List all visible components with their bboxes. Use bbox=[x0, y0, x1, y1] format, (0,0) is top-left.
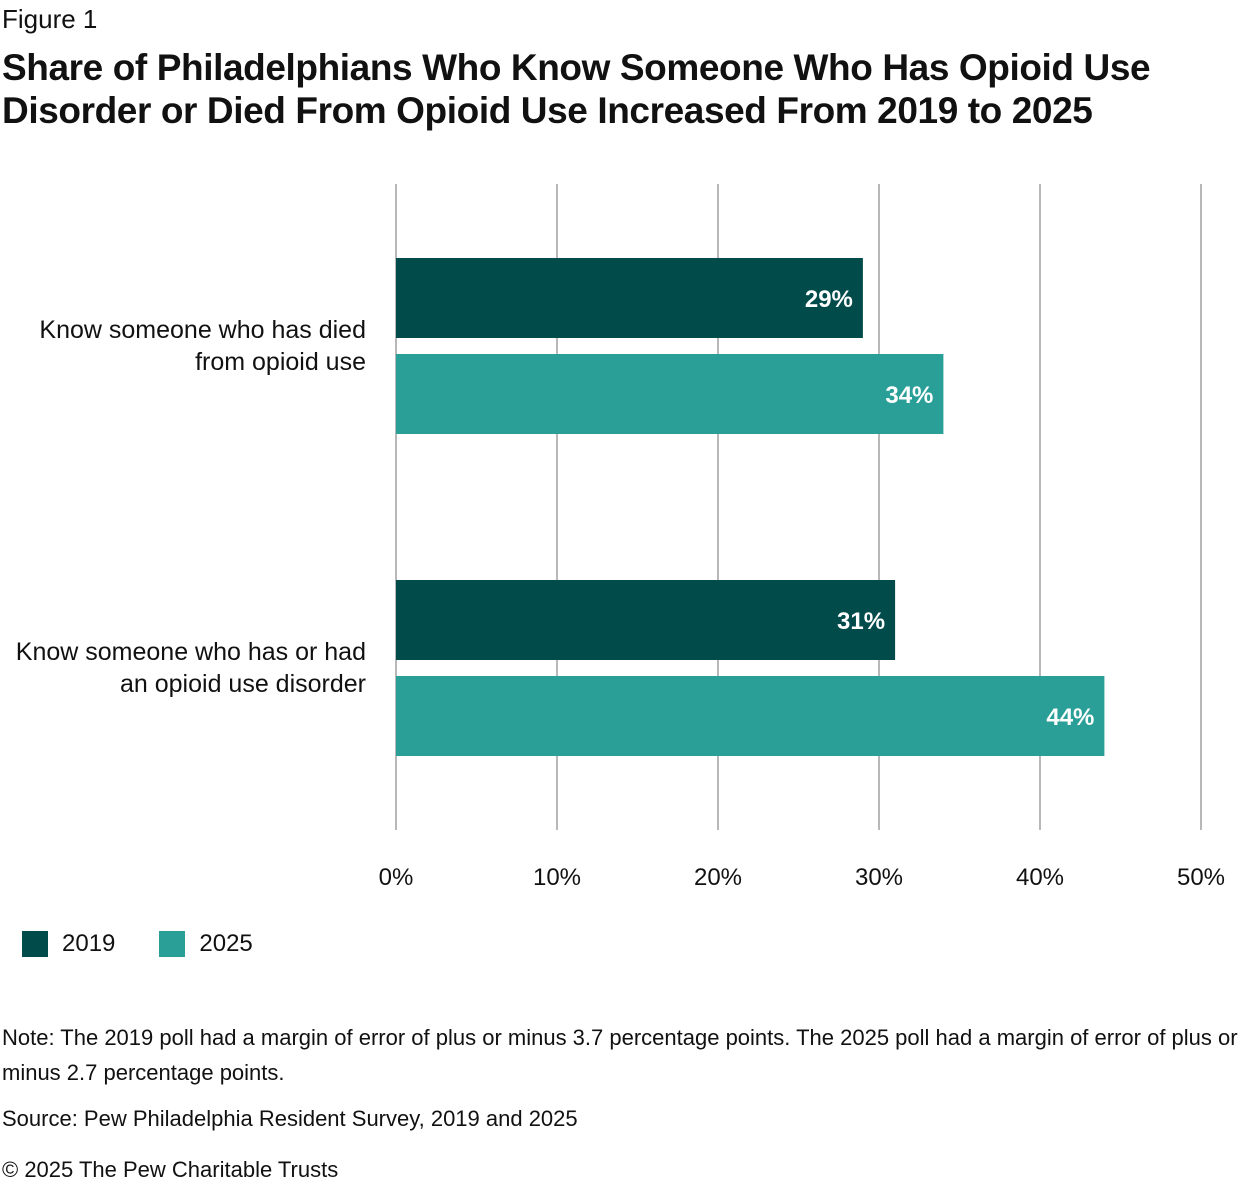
chart-title: Share of Philadelphians Who Know Someone… bbox=[2, 47, 1151, 131]
x-tick-label: 40% bbox=[1016, 864, 1064, 891]
data-label: 44% bbox=[1046, 704, 1094, 731]
category-label: an opioid use disorder bbox=[120, 670, 366, 698]
figure-label: Figure 1 bbox=[2, 4, 98, 34]
x-tick-label: 20% bbox=[694, 864, 742, 891]
legend-item-2025: 2025 bbox=[159, 930, 253, 958]
category-label: from opioid use bbox=[195, 348, 366, 376]
category-label: Know someone who has or had bbox=[16, 638, 366, 666]
legend-swatch-2019 bbox=[22, 931, 48, 957]
legend-item-2019: 2019 bbox=[22, 930, 115, 958]
bar bbox=[396, 676, 1105, 756]
x-tick-label: 30% bbox=[855, 864, 903, 891]
bar bbox=[396, 580, 896, 660]
x-tick-label: 0% bbox=[379, 864, 414, 891]
data-label: 34% bbox=[885, 382, 933, 409]
legend: 2019 2025 bbox=[22, 930, 297, 958]
x-tick-label: 10% bbox=[533, 864, 581, 891]
data-label: 29% bbox=[805, 286, 853, 313]
legend-label-2019: 2019 bbox=[62, 930, 116, 957]
copyright: © 2025 The Pew Charitable Trusts bbox=[2, 1157, 339, 1182]
chart-note: Note: The 2019 poll had a margin of erro… bbox=[2, 1025, 1238, 1085]
bar bbox=[396, 354, 944, 434]
bar bbox=[396, 258, 863, 338]
chart-source: Source: Pew Philadelphia Resident Survey… bbox=[2, 1106, 578, 1131]
legend-label-2025: 2025 bbox=[199, 930, 253, 957]
data-label: 31% bbox=[837, 608, 885, 635]
category-label: Know someone who has died bbox=[39, 316, 366, 344]
x-tick-label: 50% bbox=[1177, 864, 1225, 891]
legend-swatch-2025 bbox=[159, 931, 186, 957]
bar-chart: 0% 10% 20% 30% 40% 50% 29% 34% Know someone who … bbox=[16, 184, 1225, 891]
